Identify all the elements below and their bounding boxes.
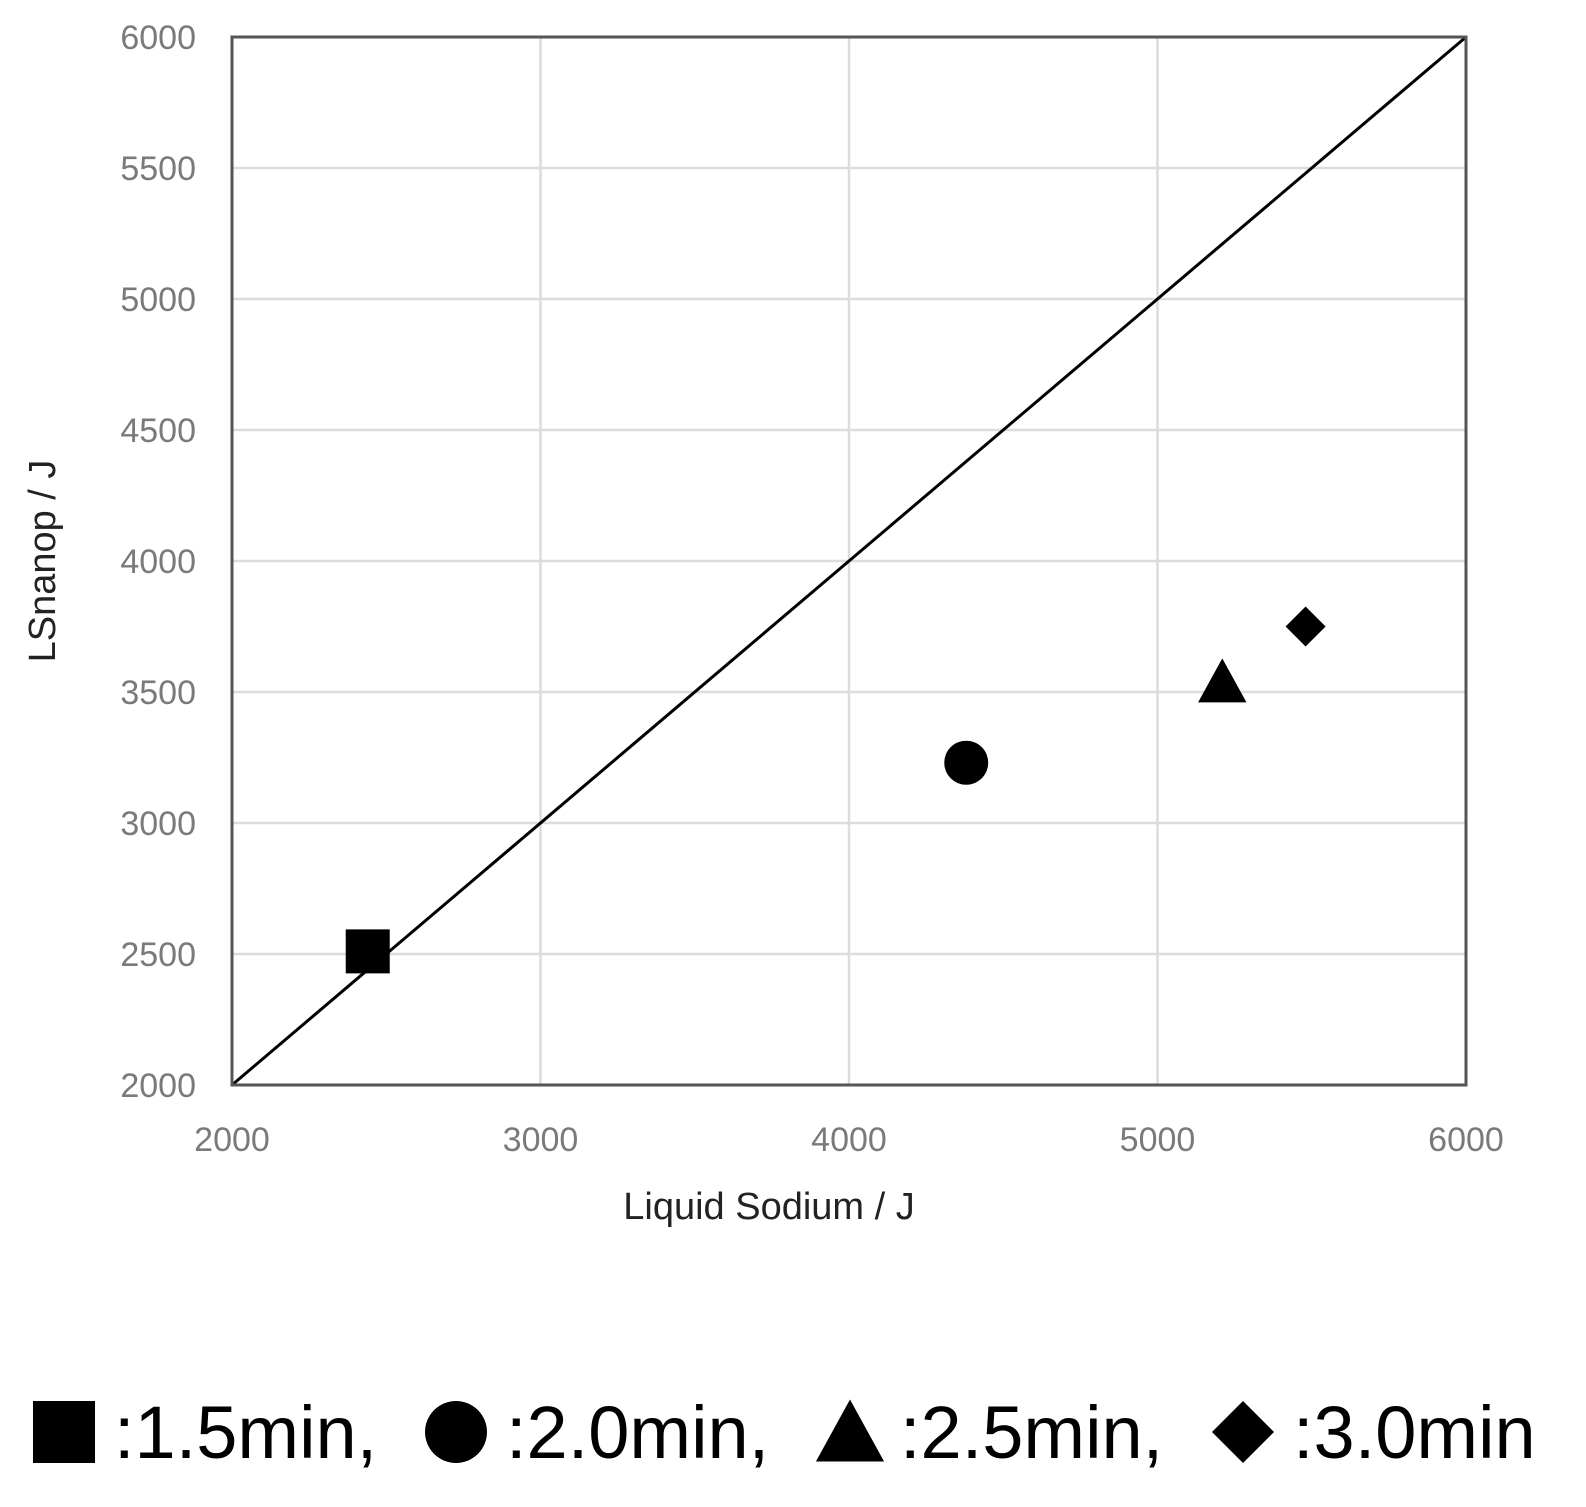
legend-label: :3.0min xyxy=(1293,1391,1536,1474)
legend-marker-square xyxy=(33,1401,95,1463)
y-tick-label: 3000 xyxy=(120,805,196,843)
y-tick-label: 5000 xyxy=(120,281,196,319)
y-tick-label: 4000 xyxy=(120,543,196,581)
y-tick-label: 2000 xyxy=(120,1067,196,1105)
x-tick-label: 3000 xyxy=(503,1121,579,1159)
x-tick-label: 4000 xyxy=(811,1121,887,1159)
x-axis-title: Liquid Sodium / J xyxy=(623,1186,915,1228)
legend-entry: :3.0min xyxy=(1212,1391,1536,1474)
legend: :1.5min, :2.0min, :2.5min, :3.0min xyxy=(33,1391,1536,1474)
x-tick-label: 2000 xyxy=(194,1121,270,1159)
y-tick-label: 5500 xyxy=(120,150,196,188)
reference-line xyxy=(231,35,1467,1087)
legend-label: :2.0min, xyxy=(506,1391,769,1474)
legend-label: :2.5min, xyxy=(900,1391,1163,1474)
y-tick-label: 6000 xyxy=(120,19,196,57)
legend-marker-circle xyxy=(425,1401,487,1463)
y-tick-label: 3500 xyxy=(120,674,196,712)
data-point-diamond xyxy=(1285,606,1326,647)
data-marker-layer xyxy=(345,606,1326,974)
y-axis-title: LSnanop / J xyxy=(22,460,64,663)
data-point-circle xyxy=(944,740,989,785)
plot-frame xyxy=(230,35,1468,1087)
legend-label: :1.5min, xyxy=(114,1391,377,1474)
reference-line-layer xyxy=(231,35,1467,1087)
y-tick-label: 4500 xyxy=(120,412,196,450)
y-tick-label: 2500 xyxy=(120,936,196,974)
legend-marker-diamond xyxy=(1212,1401,1274,1463)
legend-entry: :2.0min, xyxy=(425,1391,769,1474)
data-point-triangle xyxy=(1198,658,1247,703)
data-point-square xyxy=(345,929,390,974)
legend-entry: :1.5min, xyxy=(33,1391,377,1474)
x-tick-label: 6000 xyxy=(1428,1121,1504,1159)
tick-label-layer: 2000 3000 4000 5000 6000 2000 2500 3000 3500 4000… xyxy=(120,19,1503,1159)
plot-frame-layer xyxy=(230,35,1468,1087)
legend-entry: :2.5min, xyxy=(815,1391,1163,1474)
legend-marker-triangle xyxy=(815,1399,885,1462)
x-tick-label: 5000 xyxy=(1120,1121,1196,1159)
